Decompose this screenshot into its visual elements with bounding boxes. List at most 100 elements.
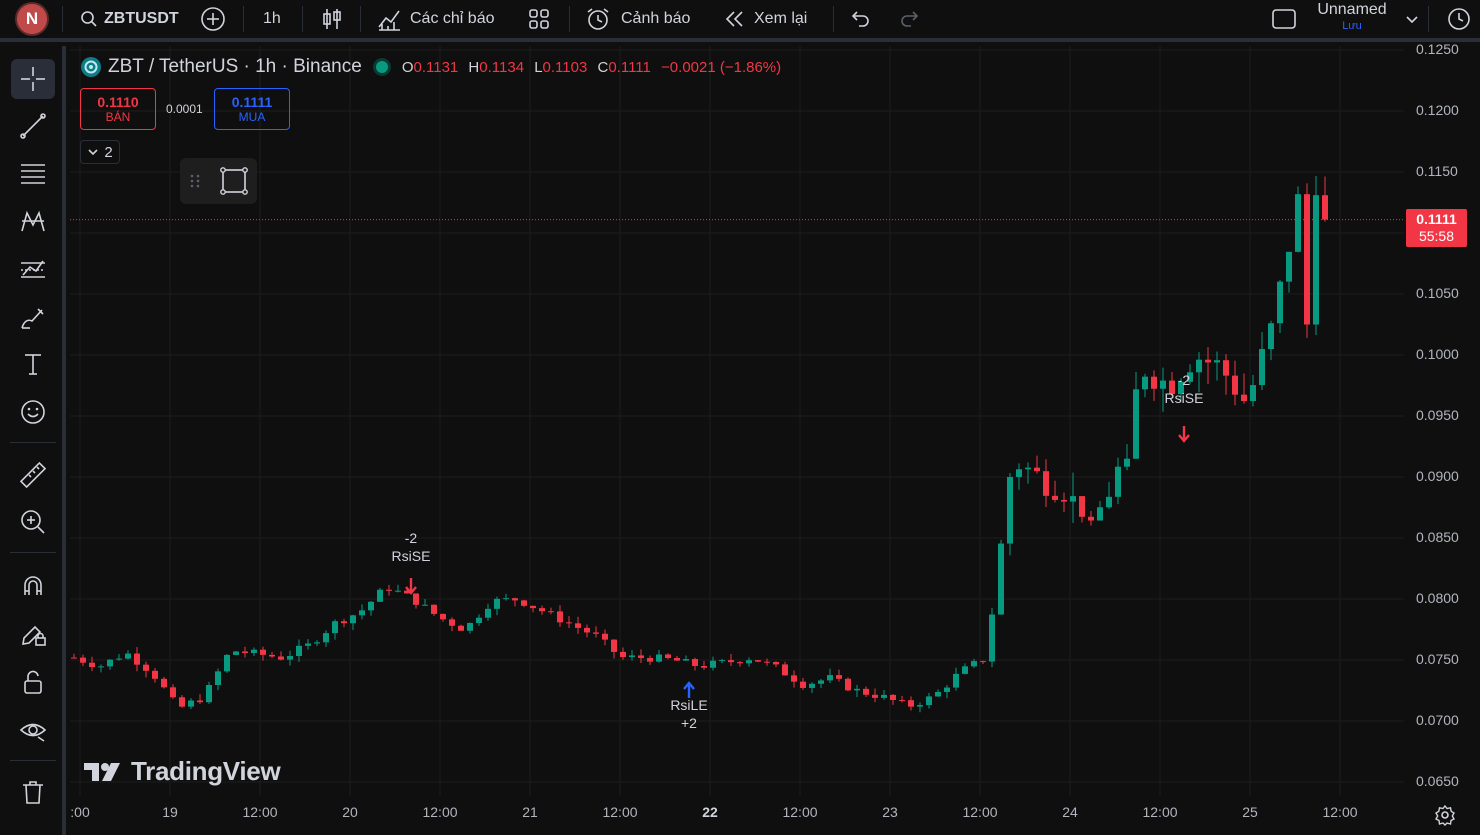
crosshair-icon xyxy=(21,67,45,91)
candle-body xyxy=(449,619,455,626)
candle-body xyxy=(188,700,194,707)
candle-body xyxy=(593,632,599,634)
time-tick-label: 12:00 xyxy=(422,804,458,820)
short-signal-arrow[interactable] xyxy=(1178,426,1190,443)
chart-type-button[interactable] xyxy=(320,0,344,38)
toolbar-divider xyxy=(10,442,56,443)
time-axis[interactable]: :00 19 12:00 20 12:00 21 12:00 22 12:00 23 12:00 24… xyxy=(70,796,1404,835)
last-price-label: 0.1111 55:58 xyxy=(1406,209,1467,247)
emoji-tool[interactable] xyxy=(11,392,55,432)
candle-body xyxy=(980,661,986,663)
symbol-search-button[interactable]: ZBTUSDT xyxy=(80,0,179,38)
candle-body xyxy=(350,615,356,624)
eye-icon xyxy=(19,723,47,742)
candle-body xyxy=(917,705,923,707)
indicators-icon xyxy=(378,10,400,31)
trend-line-tool[interactable] xyxy=(11,106,55,146)
indicators-button[interactable]: Các chỉ báo xyxy=(376,0,495,38)
rectangle-tool-icon[interactable] xyxy=(218,165,250,197)
candle-body xyxy=(1079,496,1085,517)
spread-value: 0.0001 xyxy=(166,102,203,116)
legend-title[interactable]: ZBT / TetherUS · 1h · Binance xyxy=(108,56,362,77)
zoom-in-icon xyxy=(21,510,45,534)
ruler-icon xyxy=(19,461,47,489)
crosshair-tool[interactable] xyxy=(11,59,55,99)
sell-button[interactable]: 0.1110 BÁN xyxy=(80,88,156,130)
undo-button[interactable] xyxy=(848,0,872,38)
price-tick-label: 0.1000 xyxy=(1416,346,1459,362)
candle-body xyxy=(845,678,851,691)
candle-body xyxy=(890,694,896,701)
candle-body xyxy=(746,660,752,664)
text-tool[interactable] xyxy=(11,344,55,384)
candle-body xyxy=(107,659,113,667)
candle-body xyxy=(647,658,653,662)
candle-body xyxy=(323,633,329,643)
candle-body xyxy=(566,622,572,624)
candle-body xyxy=(431,604,437,614)
layout-menu-button[interactable] xyxy=(1404,0,1420,38)
alarm-clock-icon xyxy=(587,8,609,30)
quick-search-button[interactable] xyxy=(1446,0,1472,38)
chevron-down-icon xyxy=(88,149,98,156)
candle-body xyxy=(683,659,689,661)
buy-button[interactable]: 0.1111 MUA xyxy=(214,88,290,130)
price-tick-label: 0.1250 xyxy=(1416,41,1459,57)
redo-button[interactable] xyxy=(898,0,922,38)
candle-body xyxy=(953,673,959,688)
candle-body xyxy=(1088,516,1094,521)
time-tick-label: 12:00 xyxy=(242,804,278,820)
chart-pane[interactable] xyxy=(70,46,1404,796)
candle-body xyxy=(1070,496,1076,502)
pattern-tool[interactable] xyxy=(11,202,55,242)
save-label: Lưu xyxy=(1342,20,1362,32)
hide-drawings-tool[interactable] xyxy=(11,710,55,750)
brush-tool[interactable] xyxy=(11,298,55,338)
signal-text: -2 xyxy=(1177,372,1191,388)
candle-body xyxy=(251,649,257,654)
templates-button[interactable] xyxy=(527,0,551,38)
magnet-tool[interactable] xyxy=(11,566,55,606)
zoom-tool[interactable] xyxy=(11,502,55,542)
compare-symbol-button[interactable] xyxy=(200,0,226,38)
alert-button[interactable]: Cảnh báo xyxy=(585,0,690,38)
layout-toggle[interactable] xyxy=(1271,0,1297,38)
short-signal-arrow[interactable] xyxy=(405,578,417,595)
candle-body xyxy=(1313,195,1319,325)
user-avatar[interactable]: N xyxy=(17,4,47,34)
candle-body xyxy=(881,694,887,698)
long-signal-arrow[interactable] xyxy=(683,681,695,698)
replay-button[interactable]: Xem lại xyxy=(722,0,807,38)
price-axis[interactable]: 0.1250 0.1200 0.1150 0.1050 0.1000 0.0950 0.09… xyxy=(1404,41,1480,835)
drag-handle-icon[interactable] xyxy=(188,171,202,191)
measure-tool[interactable] xyxy=(11,455,55,495)
candle-body xyxy=(935,691,941,697)
price-tick-label: 0.1200 xyxy=(1416,102,1459,118)
layout-name-button[interactable]: Unnamed Lưu xyxy=(1308,2,1396,34)
lock-drawing-tool[interactable] xyxy=(11,614,55,654)
forecast-tool[interactable] xyxy=(11,250,55,290)
market-status-dot[interactable] xyxy=(375,61,388,73)
candle-body xyxy=(89,662,95,668)
floating-drawing-widget[interactable] xyxy=(180,158,257,204)
price-tick-label: 0.0850 xyxy=(1416,529,1459,545)
price-tick-label: 0.0900 xyxy=(1416,468,1459,484)
indicators-collapse-button[interactable]: 2 xyxy=(80,140,120,164)
candle-body xyxy=(512,598,518,601)
candle-body xyxy=(458,625,464,631)
interval-button[interactable]: 1h xyxy=(263,10,281,27)
time-tick-label: 12:00 xyxy=(602,804,638,820)
chart-settings-button[interactable] xyxy=(1434,804,1456,831)
tradingview-logo[interactable]: TradingView xyxy=(84,756,281,787)
lock-all-tool[interactable] xyxy=(11,662,55,702)
candle-body xyxy=(728,660,734,663)
price-chart[interactable] xyxy=(70,46,1404,796)
delete-drawings-tool[interactable] xyxy=(11,772,55,812)
candle-body xyxy=(395,590,401,592)
candle-body xyxy=(1160,380,1166,389)
candle-body xyxy=(197,700,203,703)
clock-icon xyxy=(1448,8,1470,30)
candle-body xyxy=(422,604,428,606)
fib-tool[interactable] xyxy=(11,154,55,194)
time-tick-label: 20 xyxy=(342,804,358,820)
